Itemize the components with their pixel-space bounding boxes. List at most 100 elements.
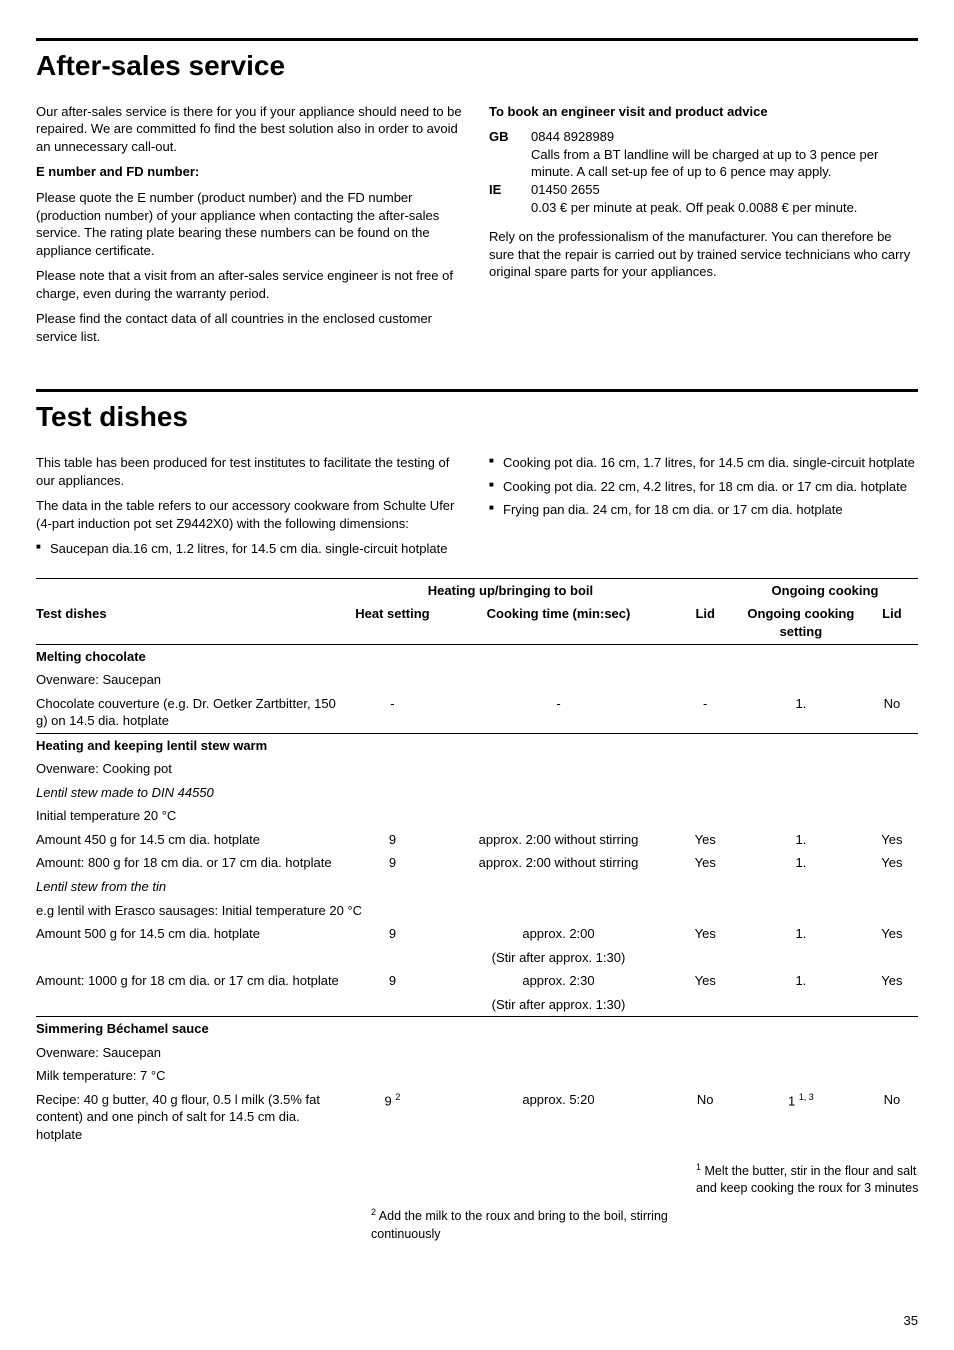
country-code: GB (489, 128, 531, 181)
heading-after-sales: After-sales service (36, 47, 918, 85)
th: Ongoing cooking setting (736, 602, 870, 644)
contact-detail: 01450 2655 0.03 € per minute at peak. Of… (531, 181, 918, 216)
table-row: Chocolate couverture (e.g. Dr. Oetker Za… (36, 692, 918, 734)
table-row: Milk temperature: 7 °C (36, 1064, 918, 1088)
cell: No (870, 1088, 918, 1147)
cell: Initial temperature 20 °C (36, 804, 918, 828)
footnotes: 1 Melt the butter, stir in the flour and… (36, 1161, 918, 1243)
fn-text: Add the milk to the roux and bring to th… (371, 1210, 668, 1241)
p: Please find the contact data of all coun… (36, 310, 465, 345)
phone: 01450 2655 (531, 181, 918, 199)
sup: 1, 3 (799, 1092, 814, 1102)
list-item: Cooking pot dia. 22 cm, 4.2 litres, for … (489, 478, 918, 496)
list-item: Saucepan dia.16 cm, 1.2 litres, for 14.5… (36, 540, 465, 558)
p: Our after-sales service is there for you… (36, 103, 465, 156)
col-group: Ongoing cooking (736, 578, 918, 602)
contact-gb: GB 0844 8928989 Calls from a BT landline… (489, 128, 918, 181)
table-group: Simmering Béchamel sauce (36, 1017, 918, 1041)
group-title: Heating and keeping lentil stew warm (36, 733, 918, 757)
cell: No (679, 1088, 736, 1147)
cell: Amount: 1000 g for 18 cm dia. or 17 cm d… (36, 969, 346, 1017)
cell: Ovenware: Saucepan (36, 668, 918, 692)
th: Lid (679, 602, 736, 644)
table-group: Melting chocolate (36, 644, 918, 668)
testdishes-columns: This table has been produced for test in… (36, 454, 918, 564)
contact-ie: IE 01450 2655 0.03 € per minute at peak.… (489, 181, 918, 216)
table-row: Lentil stew made to DIN 44550 (36, 781, 918, 805)
cell: Yes (679, 851, 736, 875)
cell: 1. (736, 969, 870, 993)
cookware-list: Cooking pot dia. 16 cm, 1.7 litres, for … (489, 454, 918, 519)
cell: (Stir after approx. 1:30) (442, 993, 678, 1017)
test-dishes-table: Heating up/bringing to boil Ongoing cook… (36, 578, 918, 1147)
cell: Amount 450 g for 14.5 cm dia. hotplate (36, 828, 346, 852)
p: Please quote the E number (product numbe… (36, 189, 465, 259)
col-group: Heating up/bringing to boil (346, 578, 678, 602)
table-super-header: Heating up/bringing to boil Ongoing cook… (36, 578, 918, 602)
p: Rely on the professionalism of the manuf… (489, 228, 918, 281)
cell: 9 (346, 969, 442, 993)
table-row: Amount 500 g for 14.5 cm dia. hotplate 9… (36, 922, 918, 946)
cell: - (442, 692, 678, 734)
cell: approx. 2:30 (442, 969, 678, 993)
p: The data in the table refers to our acce… (36, 497, 465, 532)
cell: Yes (679, 828, 736, 852)
group-title: Simmering Béchamel sauce (36, 1017, 918, 1041)
aftersales-columns: Our after-sales service is there for you… (36, 103, 918, 354)
cell: Milk temperature: 7 °C (36, 1064, 918, 1088)
testdishes-left: This table has been produced for test in… (36, 454, 465, 564)
cell: Amount: 800 g for 18 cm dia. or 17 cm di… (36, 851, 346, 875)
cell: approx. 2:00 (442, 922, 678, 946)
cell: Lentil stew from the tin (36, 875, 918, 899)
table-header: Test dishes Heat setting Cooking time (m… (36, 602, 918, 644)
cell: approx. 2:00 without stirring (442, 828, 678, 852)
table-row: Lentil stew from the tin (36, 875, 918, 899)
p: This table has been produced for test in… (36, 454, 465, 489)
cell: - (346, 692, 442, 734)
note: 0.03 € per minute at peak. Off peak 0.00… (531, 199, 918, 217)
rule-sec2 (36, 389, 918, 392)
cell: 1. (736, 922, 870, 946)
th: Heat setting (346, 602, 442, 644)
cell: Yes (679, 969, 736, 993)
aftersales-left: Our after-sales service is there for you… (36, 103, 465, 354)
table-group: Heating and keeping lentil stew warm (36, 733, 918, 757)
cell: 9 (346, 851, 442, 875)
th: Lid (870, 602, 918, 644)
subhead: E number and FD number: (36, 163, 465, 181)
cell: No (870, 692, 918, 734)
list-item: Cooking pot dia. 16 cm, 1.7 litres, for … (489, 454, 918, 472)
cell: 9 (346, 828, 442, 852)
table-row: Amount: 800 g for 18 cm dia. or 17 cm di… (36, 851, 918, 875)
p: Please note that a visit from an after-s… (36, 267, 465, 302)
rule-sec1 (36, 38, 918, 41)
cookware-list: Saucepan dia.16 cm, 1.2 litres, for 14.5… (36, 540, 465, 558)
table-row: Ovenware: Cooking pot (36, 757, 918, 781)
val: 9 (384, 1093, 391, 1108)
subhead: To book an engineer visit and product ad… (489, 103, 918, 121)
cell: 9 (346, 922, 442, 946)
sup: 2 (395, 1092, 400, 1102)
cell: approx. 5:20 (442, 1088, 678, 1147)
table-row: (Stir after approx. 1:30) (36, 946, 918, 970)
cell: Yes (679, 922, 736, 946)
cell: - (679, 692, 736, 734)
fn-text: Melt the butter, stir in the flour and s… (696, 1164, 918, 1195)
cell: 1. (736, 692, 870, 734)
cell: approx. 2:00 without stirring (442, 851, 678, 875)
page-number: 35 (904, 1312, 918, 1330)
th: Cooking time (min:sec) (442, 602, 678, 644)
aftersales-right: To book an engineer visit and product ad… (489, 103, 918, 354)
cell: 1. (736, 828, 870, 852)
note: Calls from a BT landline will be charged… (531, 146, 918, 181)
cell: (Stir after approx. 1:30) (442, 946, 678, 970)
table-row: Ovenware: Saucepan (36, 668, 918, 692)
cell: Chocolate couverture (e.g. Dr. Oetker Za… (36, 692, 346, 734)
cell: Lentil stew made to DIN 44550 (36, 781, 918, 805)
table-row: Amount: 1000 g for 18 cm dia. or 17 cm d… (36, 969, 918, 993)
group-title: Melting chocolate (36, 644, 918, 668)
cell: 1 1, 3 (736, 1088, 870, 1147)
testdishes-right: Cooking pot dia. 16 cm, 1.7 litres, for … (489, 454, 918, 564)
footnote-2: 2 Add the milk to the roux and bring to … (371, 1206, 721, 1242)
country-code: IE (489, 181, 531, 216)
